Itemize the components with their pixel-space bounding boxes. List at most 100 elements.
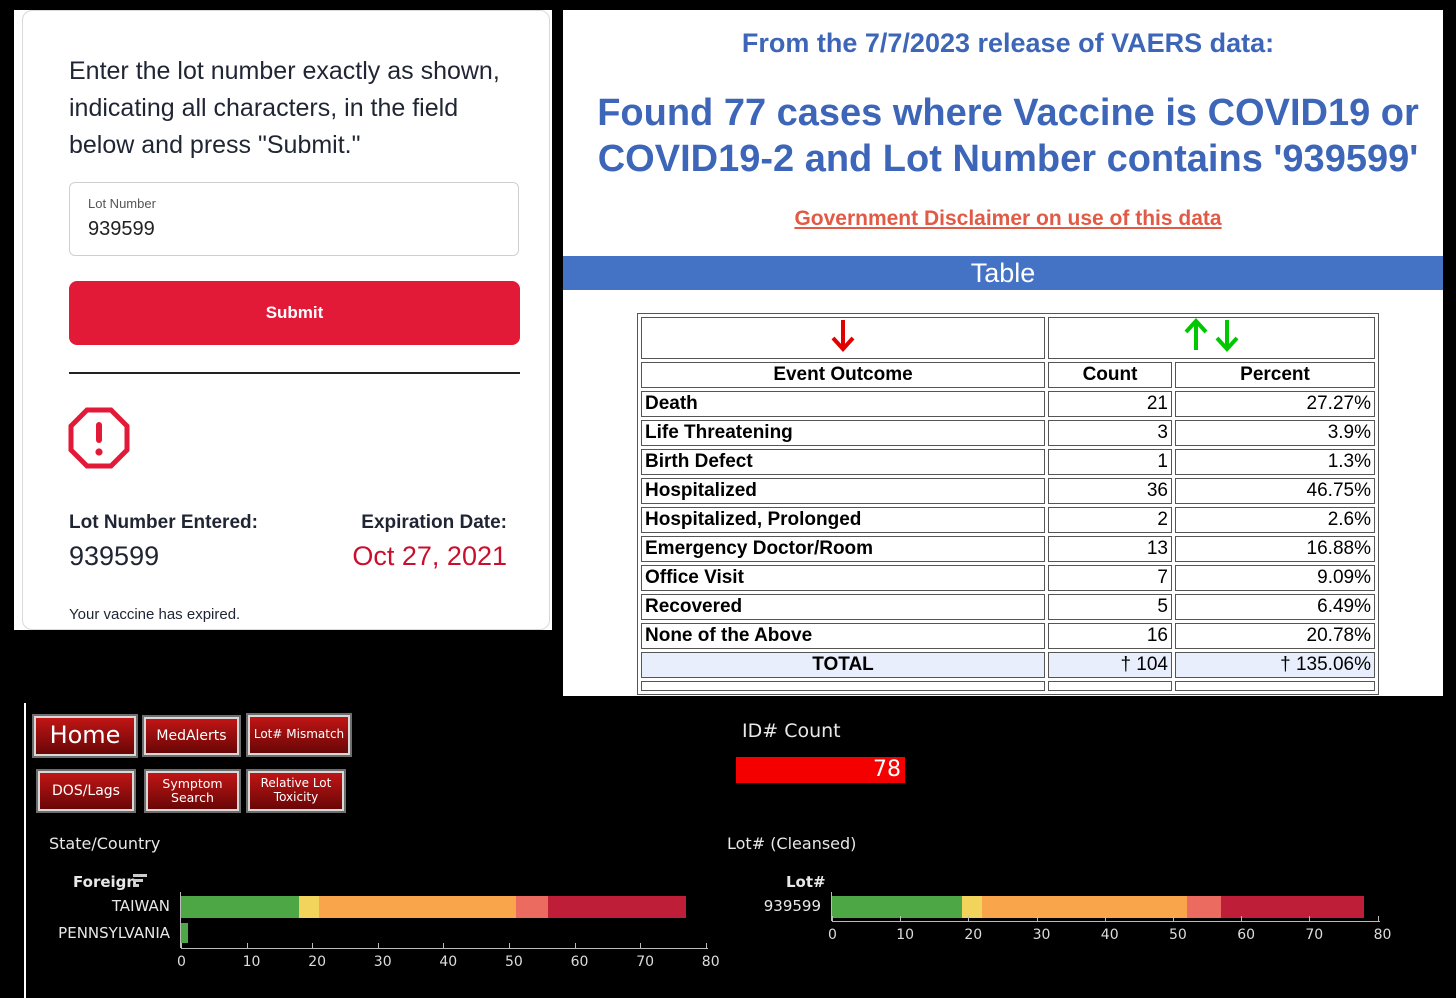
submit-button[interactable]: Submit xyxy=(69,281,520,345)
dashboard-panel: Home MedAlerts Lot# Mismatch DOS/Lags Sy… xyxy=(24,703,1456,998)
x-axis-tick-label: 10 xyxy=(242,954,261,970)
x-axis-tick-label: 70 xyxy=(1305,927,1324,943)
y-axis-line xyxy=(180,892,181,948)
outcome-cell: Birth Defect xyxy=(641,449,1045,475)
x-axis-tick xyxy=(968,916,970,922)
x-axis-tick-label: 50 xyxy=(505,954,523,970)
table-section-header: Table xyxy=(563,256,1443,290)
x-axis-tick-label: 80 xyxy=(701,954,720,970)
outcome-cell: Office Visit xyxy=(641,565,1045,591)
x-axis-tick-label: 60 xyxy=(570,954,589,970)
bar-segment[interactable] xyxy=(1220,896,1364,918)
percent-cell: 20.78% xyxy=(1175,623,1375,649)
column-header-count[interactable]: Count xyxy=(1048,362,1172,388)
lot-mismatch-button[interactable]: Lot# Mismatch xyxy=(246,713,352,757)
x-axis-tick-label: 60 xyxy=(1237,927,1256,943)
sort-down-arrow-icon[interactable] xyxy=(1214,318,1240,352)
category-label: 939599 xyxy=(763,897,821,915)
x-axis-tick-label: 80 xyxy=(1373,927,1392,943)
percent-cell: 6.49% xyxy=(1175,594,1375,620)
x-axis-tick xyxy=(1173,916,1174,922)
lot-number-field-value[interactable]: 939599 xyxy=(88,218,155,240)
x-axis-tick xyxy=(1104,916,1106,922)
x-axis-tick xyxy=(246,943,248,949)
total-percent: † 135.06% xyxy=(1175,652,1375,678)
x-axis-tick xyxy=(900,916,902,922)
outcome-table: Event Outcome Count Percent Death 21 27.27… xyxy=(637,313,1379,695)
bar-segment[interactable] xyxy=(515,896,549,918)
x-axis-tick-label: 40 xyxy=(439,954,458,970)
bar-segment[interactable] xyxy=(318,896,516,918)
lot-dim-header: Lot# xyxy=(786,873,826,891)
lot-check-card: Enter the lot number exactly as shown, i… xyxy=(22,10,550,630)
percent-cell: 46.75% xyxy=(1175,478,1375,504)
home-button[interactable]: Home xyxy=(32,714,138,758)
count-cell: 13 xyxy=(1048,536,1172,562)
column-header-outcome[interactable]: Event Outcome xyxy=(641,362,1045,388)
x-axis-tick xyxy=(443,943,445,949)
count-cell: 2 xyxy=(1048,507,1172,533)
lot-number-field-label: Lot Number xyxy=(88,196,156,211)
outcome-cell: Life Threatening xyxy=(641,420,1045,446)
bar-segment[interactable] xyxy=(299,896,319,918)
x-axis-tick xyxy=(1036,916,1038,922)
x-axis-tick-label: 20 xyxy=(308,954,327,970)
x-axis-tick-label: 40 xyxy=(1100,927,1119,943)
relative-lot-toxicity-button[interactable]: Relative Lot Toxicity xyxy=(246,769,346,813)
symptom-search-button[interactable]: Symptom Search xyxy=(144,769,241,813)
outcome-cell: Recovered xyxy=(641,594,1045,620)
count-cell: 36 xyxy=(1048,478,1172,504)
table-row: Life Threatening 3 3.9% xyxy=(641,420,1375,446)
percent-cell: 27.27% xyxy=(1175,391,1375,417)
count-sort-cell xyxy=(1048,317,1375,359)
x-axis-tick xyxy=(312,943,314,949)
x-axis-tick xyxy=(377,943,379,949)
sort-up-arrow-icon[interactable] xyxy=(1183,318,1209,352)
x-axis-tick-label: 50 xyxy=(1169,927,1187,943)
percent-cell: 2.6% xyxy=(1175,507,1375,533)
x-axis-tick xyxy=(181,943,182,949)
vaers-panel: From the 7/7/2023 release of VAERS data:… xyxy=(563,10,1443,696)
x-axis-tick-label: 0 xyxy=(177,954,186,970)
count-cell: 7 xyxy=(1048,565,1172,591)
expiration-value: Oct 27, 2021 xyxy=(352,541,507,571)
bar-segment[interactable] xyxy=(181,896,300,918)
percent-cell: 9.09% xyxy=(1175,565,1375,591)
y-axis-line xyxy=(831,892,832,921)
warning-octagon-icon xyxy=(68,407,130,469)
bar-segment[interactable] xyxy=(548,896,687,918)
bar-segment[interactable] xyxy=(961,896,983,918)
x-axis-tick-label: 70 xyxy=(636,954,655,970)
total-count: † 104 xyxy=(1048,652,1172,678)
medalerts-button[interactable]: MedAlerts xyxy=(142,715,241,757)
table-filler-cell xyxy=(1175,681,1375,691)
disclaimer-link[interactable]: Government Disclaimer on use of this dat… xyxy=(794,207,1222,230)
bar-segment[interactable] xyxy=(181,923,188,943)
column-header-percent[interactable]: Percent xyxy=(1175,362,1375,388)
dos-lags-button[interactable]: DOS/Lags xyxy=(36,769,136,813)
table-row: Hospitalized 36 46.75% xyxy=(641,478,1375,504)
percent-cell: 1.3% xyxy=(1175,449,1375,475)
bar-segment[interactable] xyxy=(832,896,962,918)
lot-entered-value: 939599 xyxy=(69,541,160,571)
x-axis-tick xyxy=(1309,916,1311,922)
x-axis-line xyxy=(181,948,708,949)
x-axis-tick xyxy=(832,916,833,922)
divider xyxy=(69,372,520,374)
x-axis-tick xyxy=(640,943,642,949)
count-cell: 5 xyxy=(1048,594,1172,620)
sort-down-arrow-icon[interactable] xyxy=(830,318,856,352)
bar-segment[interactable] xyxy=(1186,896,1221,918)
table-row: Birth Defect 1 1.3% xyxy=(641,449,1375,475)
bar-segment[interactable] xyxy=(982,896,1187,918)
lot-number-field[interactable]: Lot Number 939599 xyxy=(69,182,519,256)
table-row: Hospitalized, Prolonged 2 2.6% xyxy=(641,507,1375,533)
cases-title: Found 77 cases where Vaccine is COVID19 … xyxy=(597,92,1419,180)
table-row: Death 21 27.27% xyxy=(641,391,1375,417)
id-count-bar: 78 xyxy=(736,757,905,783)
sort-icon[interactable] xyxy=(133,873,149,888)
expired-status-text: Your vaccine has expired. xyxy=(69,606,241,623)
x-axis-line xyxy=(832,921,1380,922)
table-filler-cell xyxy=(641,681,1045,691)
lot-check-panel: Enter the lot number exactly as shown, i… xyxy=(14,10,552,630)
